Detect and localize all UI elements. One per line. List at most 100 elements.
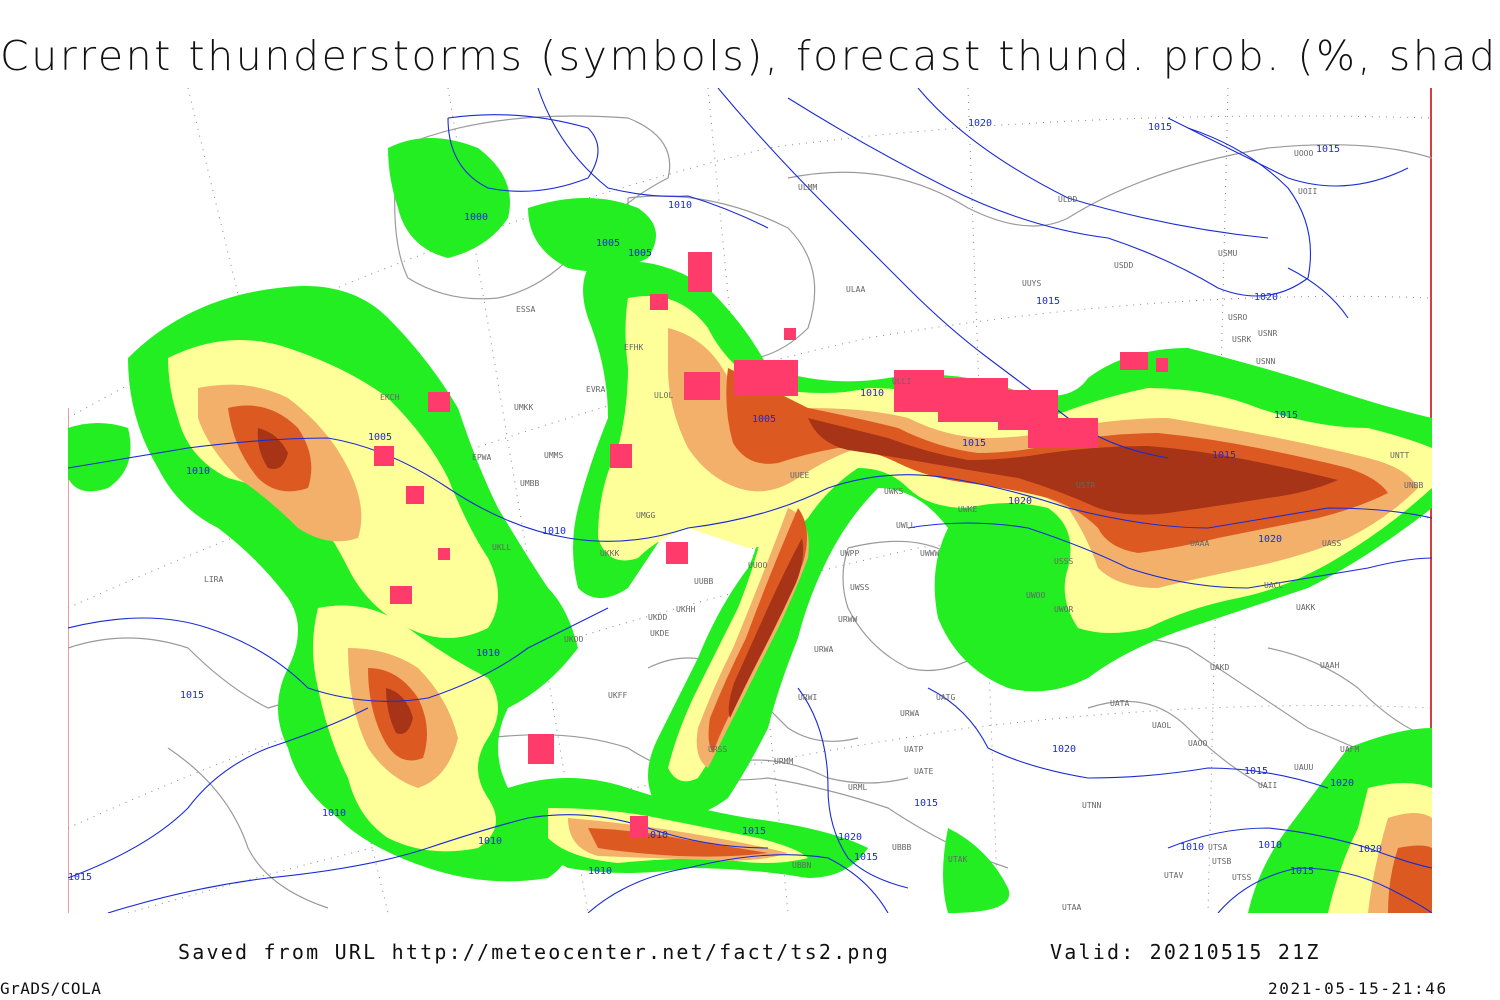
station-label: URWI: [798, 693, 817, 702]
station-label: UWPP: [840, 549, 859, 558]
station-label: UTAV: [1164, 871, 1183, 880]
station-label: ULOL: [654, 391, 673, 400]
isobar-label: 1020: [968, 118, 992, 129]
station-label: EFHK: [624, 343, 643, 352]
station-label: ULMM: [798, 183, 817, 192]
station-label: UKKK: [600, 549, 619, 558]
station-label: UMBB: [520, 479, 539, 488]
isobar-label: 1010: [478, 836, 502, 847]
isobar-label: 1015: [180, 690, 204, 701]
station-label: UAKD: [1210, 663, 1229, 672]
station-label: LIRA: [204, 575, 223, 584]
thunderstorm-symbol: [610, 444, 632, 468]
station-label: URML: [848, 783, 867, 792]
isobar-label: 1010: [322, 808, 346, 819]
thunderstorm-probability-map: 1000 1010 1005 1005 1020 1015 1015 1020 …: [68, 88, 1432, 913]
station-label: USNN: [1256, 357, 1275, 366]
isobar-label: 1015: [1212, 450, 1236, 461]
isobar-label: 1020: [1358, 844, 1382, 855]
station-label: UWKS: [884, 487, 903, 496]
station-label: USSS: [1054, 557, 1073, 566]
station-label: UBBB: [892, 843, 911, 852]
station-label: UTSS: [1232, 873, 1251, 882]
station-label: ULLI: [892, 377, 911, 386]
station-label: UKLL: [492, 543, 511, 552]
thunderstorm-symbol: [1028, 418, 1098, 448]
station-label: UAOL: [1152, 721, 1171, 730]
isobar-label: 1020: [1254, 292, 1278, 303]
thunderstorm-symbol: [438, 548, 450, 560]
thunderstorm-symbol: [666, 542, 688, 564]
station-label: UKOO: [564, 635, 583, 644]
station-label: EVRA: [586, 385, 605, 394]
station-label: UMMS: [544, 451, 563, 460]
station-label: UACC: [1264, 581, 1283, 590]
station-label: UNTT: [1390, 451, 1409, 460]
isobar-label: 1010: [476, 648, 500, 659]
isobar-label: 1010: [860, 388, 884, 399]
generated-timestamp: 2021-05-15-21:46: [1268, 979, 1448, 998]
thunderstorm-symbol: [406, 486, 424, 504]
thunderstorm-symbol: [784, 328, 796, 340]
station-label: UKDE: [650, 629, 669, 638]
isobar-label: 1020: [1008, 496, 1032, 507]
isobar-label: 1015: [1244, 766, 1268, 777]
thunderstorm-symbol: [650, 294, 668, 310]
station-label: UWOR: [1054, 605, 1073, 614]
isobar-label: 1020: [1330, 778, 1354, 789]
isobar-label: 1010: [1180, 842, 1204, 853]
station-label: UNBB: [1404, 481, 1423, 490]
station-label: URWA: [814, 645, 833, 654]
station-label: USDD: [1114, 261, 1133, 270]
isobar-label: 1010: [588, 866, 612, 877]
station-label: UKHH: [676, 605, 695, 614]
station-label: UAKK: [1296, 603, 1315, 612]
isobar-label: 1015: [1316, 144, 1340, 155]
station-label: UUYS: [1022, 279, 1041, 288]
station-label: UUEE: [790, 471, 809, 480]
software-credit: GrADS/COLA: [0, 979, 102, 998]
isobar-label: 1020: [1258, 534, 1282, 545]
station-label: USNR: [1258, 329, 1277, 338]
station-label: UAOO: [1188, 739, 1207, 748]
thunderstorm-symbols: [374, 252, 1168, 838]
station-label: UUOO: [748, 561, 767, 570]
station-label: UMGG: [636, 511, 655, 520]
station-label: URWA: [900, 709, 919, 718]
station-label: ESSA: [516, 305, 535, 314]
isobar-label: 1015: [962, 438, 986, 449]
station-label: URMM: [774, 757, 793, 766]
isobar-label: 1015: [742, 826, 766, 837]
thunderstorm-symbol: [374, 446, 394, 466]
station-label: USRO: [1228, 313, 1247, 322]
station-label: UMKK: [514, 403, 533, 412]
isobars: [68, 88, 1432, 913]
isobar-label: 1015: [914, 798, 938, 809]
isobar-label: 1015: [1148, 122, 1172, 133]
isobar-label: 1015: [68, 872, 92, 883]
station-label: UKDD: [648, 613, 667, 622]
station-label: UWSS: [850, 583, 869, 592]
thunderstorm-symbol: [688, 252, 712, 292]
thunderstorm-symbol: [1120, 352, 1148, 370]
station-label: UAAA: [1190, 539, 1209, 548]
station-label: UTSA: [1208, 843, 1227, 852]
isobar-labels: 1000 1010 1005 1005 1020 1015 1015 1020 …: [68, 118, 1382, 883]
thunderstorm-symbol: [390, 586, 412, 604]
isobar-label: 1020: [838, 832, 862, 843]
valid-time: Valid: 20210515 21Z: [1050, 940, 1321, 964]
station-label: EPWA: [472, 453, 491, 462]
station-label: UATG: [936, 693, 955, 702]
isobar-label: 1010: [186, 466, 210, 477]
station-label: USRK: [1232, 335, 1251, 344]
station-label: URSS: [708, 745, 727, 754]
station-label: UAAH: [1320, 661, 1339, 670]
isobar-label: 1015: [854, 852, 878, 863]
isobar-label: 1015: [1290, 866, 1314, 877]
station-label: UWKE: [958, 505, 977, 514]
station-label: UTSB: [1212, 857, 1231, 866]
isobar-label: 1015: [1036, 296, 1060, 307]
station-label: UTNN: [1082, 801, 1101, 810]
isobar-label: 1015: [1274, 410, 1298, 421]
isobar-label: 1005: [596, 238, 620, 249]
